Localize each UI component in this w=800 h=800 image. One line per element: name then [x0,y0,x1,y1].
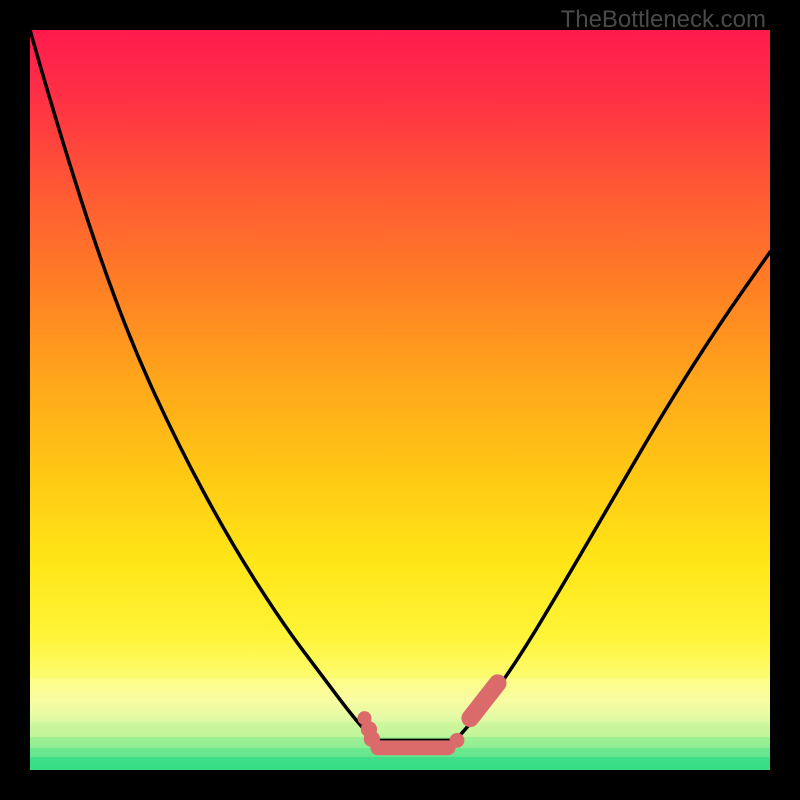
watermark-text: TheBottleneck.com [561,6,766,34]
bottleneck-curve-chart [30,30,770,770]
valley-marker-dot [364,731,380,747]
valley-marker-stadium [470,683,497,718]
stage: TheBottleneck.com [0,0,800,800]
valley-markers [357,683,497,748]
curve-line [30,30,770,740]
plot-area [30,30,770,770]
valley-marker-dot [450,733,465,748]
